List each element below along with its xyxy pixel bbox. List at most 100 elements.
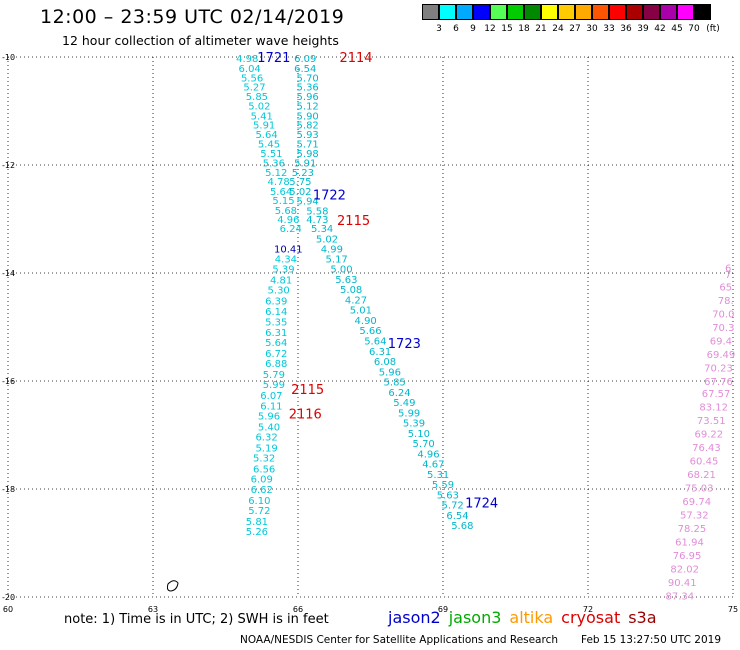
satellite-legend-s3a: s3a <box>628 608 657 627</box>
x-tick-label: 60 <box>3 605 13 614</box>
wave-height-value: 5.19 <box>255 443 277 454</box>
wave-height-value: 5.31 <box>427 470 449 481</box>
wave-height-value: 5.70 <box>413 439 435 450</box>
color-swatch <box>558 4 575 20</box>
color-scale-label: 18 <box>518 24 530 34</box>
x-tick-label: 72 <box>583 605 593 614</box>
wave-height-value: 5.81 <box>246 517 268 528</box>
wave-height-value: 5.70 <box>297 74 319 85</box>
wave-height-value: 5.63 <box>335 275 357 286</box>
wave-height-value: 5.30 <box>268 286 290 297</box>
wave-height-value: 69.49 <box>707 350 736 361</box>
pass-id-label: 1723 <box>388 337 421 352</box>
wave-height-value: 5.40 <box>258 422 280 433</box>
wave-height-value: 5.64 <box>270 187 292 198</box>
wave-height-value: 69.22 <box>695 429 724 440</box>
wave-height-value: 5.12 <box>265 168 287 179</box>
wave-height-value: 5.01 <box>350 306 372 317</box>
color-scale-label: 12 <box>484 24 496 34</box>
wave-height-value: 5.41 <box>251 111 273 122</box>
color-swatch <box>473 4 490 20</box>
wave-height-value: 5.96 <box>258 412 280 423</box>
color-scale-label: 30 <box>586 24 598 34</box>
wave-height-value: 67.57 <box>702 389 731 400</box>
wave-height-value: 5.68 <box>451 521 473 532</box>
wave-height-value: 6.10 <box>248 496 270 507</box>
wave-height-value: 6.24 <box>280 224 302 235</box>
pass-id-label: 2115 <box>337 214 370 229</box>
wave-height-value: 83.12 <box>699 402 728 413</box>
wave-height-value: 82.02 <box>670 564 699 575</box>
y-tick-label: -12 <box>2 161 15 170</box>
color-swatch <box>694 4 711 20</box>
wave-height-value: 5.85 <box>246 92 268 103</box>
wave-height-value: 6.72 <box>265 349 287 360</box>
wave-height-value: 70.3 <box>712 323 734 334</box>
wave-height-value: 6.54 <box>446 511 468 522</box>
generated-timestamp: Feb 15 13:27:50 UTC 2019 <box>581 634 721 646</box>
wave-height-value: 6.62 <box>251 485 273 496</box>
color-swatch <box>677 4 694 20</box>
wave-height-value: 4.99 <box>321 245 343 256</box>
wave-height-value: 4.73 <box>306 215 328 226</box>
color-scale-label: 21 <box>535 24 547 34</box>
wave-height-value: 6.11 <box>260 401 282 412</box>
pass-id-label: 2116 <box>289 407 322 422</box>
color-swatch <box>626 4 643 20</box>
wave-height-value: 6.07 <box>260 391 282 402</box>
wave-height-value: 68.21 <box>687 470 716 481</box>
color-scale-label: 9 <box>470 24 476 34</box>
wave-height-value: 5.91 <box>253 121 275 132</box>
wave-height-value: 57.32 <box>680 510 709 521</box>
color-scale-label: 15 <box>501 24 513 34</box>
wave-height-value: 5.12 <box>297 102 319 113</box>
color-scale-label: 24 <box>552 24 564 34</box>
footer-note: note: 1) Time is in UTC; 2) SWH is in fe… <box>64 612 329 627</box>
wave-height-value: 6.09 <box>294 54 316 65</box>
y-tick-label: -10 <box>2 53 15 62</box>
wave-height-value: 5.79 <box>263 370 285 381</box>
wave-height-value: 6.39 <box>265 297 287 308</box>
color-scale-label: 3 <box>436 24 442 34</box>
wave-height-value: 5.91 <box>294 158 316 169</box>
satellite-legend: jason2 jason3 altika cryosat s3a <box>388 608 665 627</box>
wave-height-value: 78. <box>718 296 734 307</box>
x-tick-label: 69 <box>438 605 448 614</box>
wave-height-value: 5.63 <box>437 490 459 501</box>
satellite-legend-jason2: jason2 <box>388 608 441 627</box>
x-tick-label: 66 <box>293 605 303 614</box>
color-swatch <box>643 4 660 20</box>
wave-height-value: 6.04 <box>239 64 261 75</box>
wave-height-value: 10.41 <box>274 245 303 256</box>
y-tick-label: -20 <box>2 593 15 602</box>
wave-height-value: 5.45 <box>258 139 280 150</box>
color-swatch <box>490 4 507 20</box>
color-swatch <box>609 4 626 20</box>
wave-height-value: 6.09 <box>251 475 273 486</box>
wave-height-value: 6.56 <box>253 464 275 475</box>
color-scale-label: 6 <box>453 24 459 34</box>
wave-height-value: 5.58 <box>306 206 328 217</box>
wave-height-value: 7 <box>725 270 731 281</box>
wave-height-value: 5.64 <box>255 130 277 141</box>
wave-height-value: 6.31 <box>265 328 287 339</box>
wave-height-value: 5.02 <box>289 187 311 198</box>
color-scale-label: 36 <box>620 24 632 34</box>
map-title: 12:00 – 23:59 UTC 02/14/2019 <box>40 6 345 28</box>
color-swatch <box>592 4 609 20</box>
wave-height-value: 5.98 <box>297 149 319 160</box>
wave-height-value: 5.93 <box>297 130 319 141</box>
credit-text: NOAA/NESDIS Center for Satellite Applica… <box>240 634 558 646</box>
color-swatch <box>456 4 473 20</box>
wave-height-value: 5.68 <box>275 206 297 217</box>
data-points: 4.986.045.565.275.855.025.415.915.645.45… <box>236 54 735 602</box>
wave-height-value: 70.23 <box>704 364 733 375</box>
wave-height-value: 5.75 <box>289 177 311 188</box>
wave-height-value: 6 <box>725 264 731 275</box>
wave-height-value: 5.64 <box>265 338 287 349</box>
wave-height-value: 6.88 <box>265 359 287 370</box>
wave-height-value: 5.34 <box>311 224 333 235</box>
wave-height-value: 4.81 <box>270 275 292 286</box>
wave-height-value: 6.08 <box>374 357 396 368</box>
